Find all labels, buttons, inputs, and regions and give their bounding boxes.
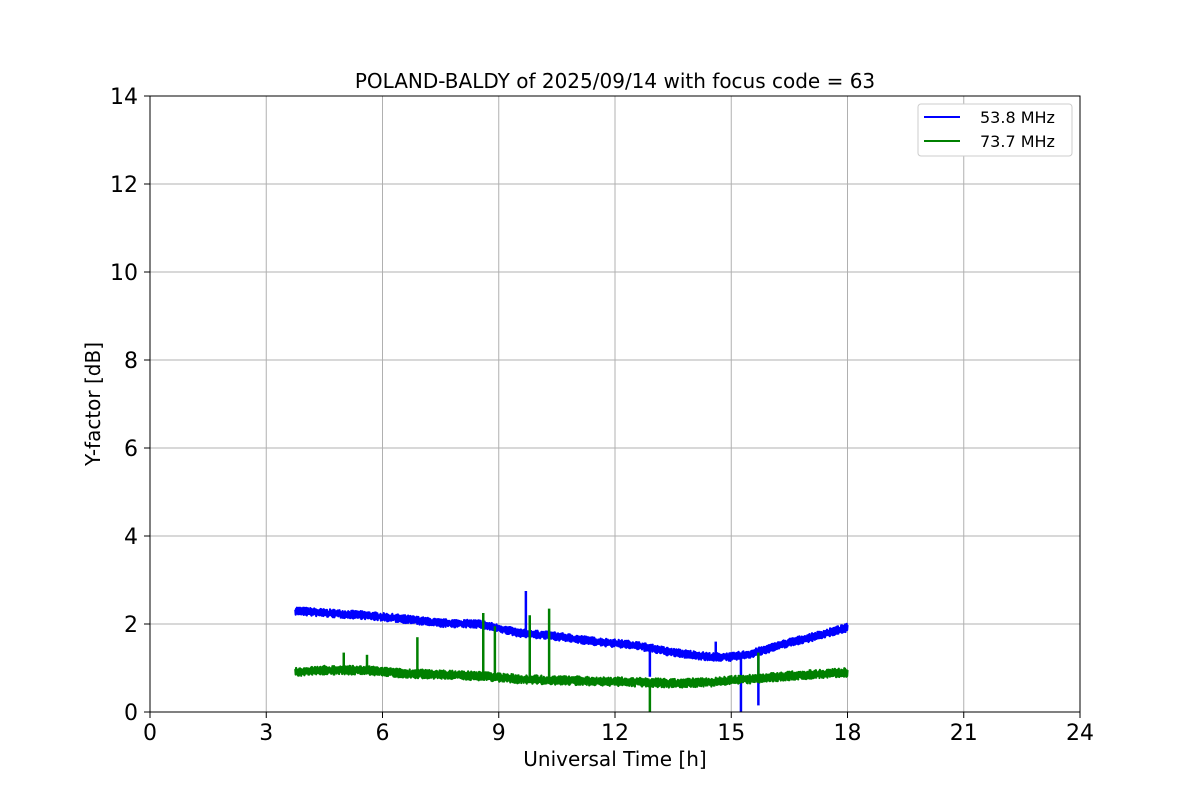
- y-tick-label: 6: [124, 437, 138, 462]
- y-tick-label: 12: [110, 173, 138, 198]
- x-tick-label: 12: [601, 721, 629, 746]
- series-layer: [294, 591, 849, 712]
- x-tick-label: 9: [492, 721, 506, 746]
- grid: [149, 95, 1081, 713]
- y-tick-label: 2: [124, 613, 138, 638]
- x-tick-label: 21: [950, 721, 978, 746]
- x-tick-label: 15: [717, 721, 745, 746]
- y-tick-label: 8: [124, 349, 138, 374]
- x-tick-label: 3: [259, 721, 273, 746]
- y-tick-label: 0: [124, 701, 138, 726]
- y-axis-label: Y-factor [dB]: [81, 342, 105, 467]
- series-line-53-8-mhz: [294, 606, 849, 662]
- x-tick-label: 6: [376, 721, 390, 746]
- series-line-73-7-mhz: [294, 664, 849, 689]
- y-tick-label: 14: [110, 85, 138, 110]
- y-tick-label: 10: [110, 261, 138, 286]
- x-tick-label: 18: [834, 721, 862, 746]
- legend-label-73-7-mhz: 73.7 MHz: [980, 132, 1055, 151]
- x-tick-label: 24: [1066, 721, 1094, 746]
- legend-label-53-8-mhz: 53.8 MHz: [980, 108, 1055, 127]
- chart-title: POLAND-BALDY of 2025/09/14 with focus co…: [355, 69, 875, 93]
- x-tick-label: 0: [143, 721, 157, 746]
- legend: 53.8 MHz 73.7 MHz: [917, 103, 1073, 157]
- y-tick-label: 4: [124, 525, 138, 550]
- x-axis-label: Universal Time [h]: [523, 747, 706, 771]
